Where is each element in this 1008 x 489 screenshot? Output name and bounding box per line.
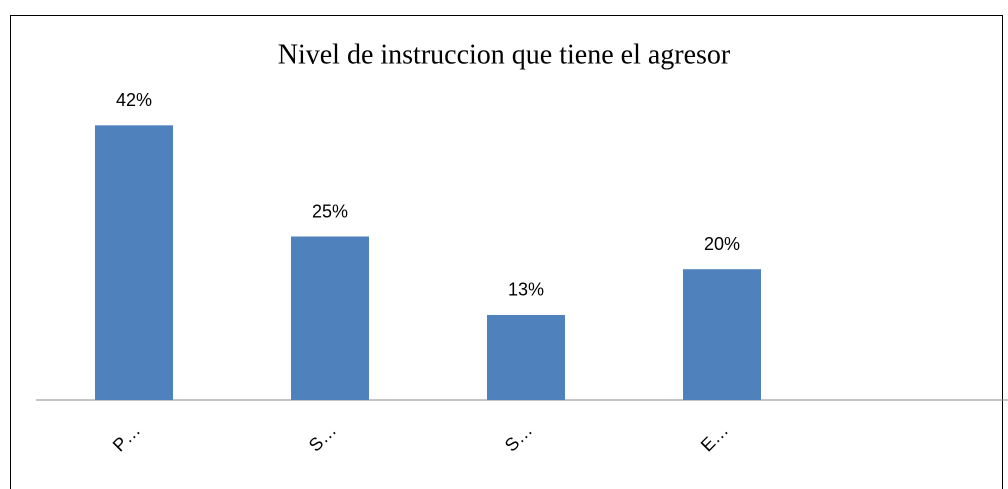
x-tick-label: P… <box>109 420 144 455</box>
bar <box>291 236 369 400</box>
data-label: 25% <box>312 201 348 221</box>
bar <box>683 269 761 400</box>
chart-frame <box>10 15 1003 489</box>
x-tick-label: E… <box>697 420 732 455</box>
bar <box>487 314 565 400</box>
data-label: 20% <box>704 234 740 254</box>
x-tick-label: S… <box>501 420 536 455</box>
bar <box>95 125 173 400</box>
data-label: 42% <box>116 90 152 110</box>
chart-title: Nivel de instruccion que tiene el agreso… <box>278 39 731 70</box>
x-tick-label: S… <box>305 420 340 455</box>
data-label: 13% <box>508 280 544 300</box>
